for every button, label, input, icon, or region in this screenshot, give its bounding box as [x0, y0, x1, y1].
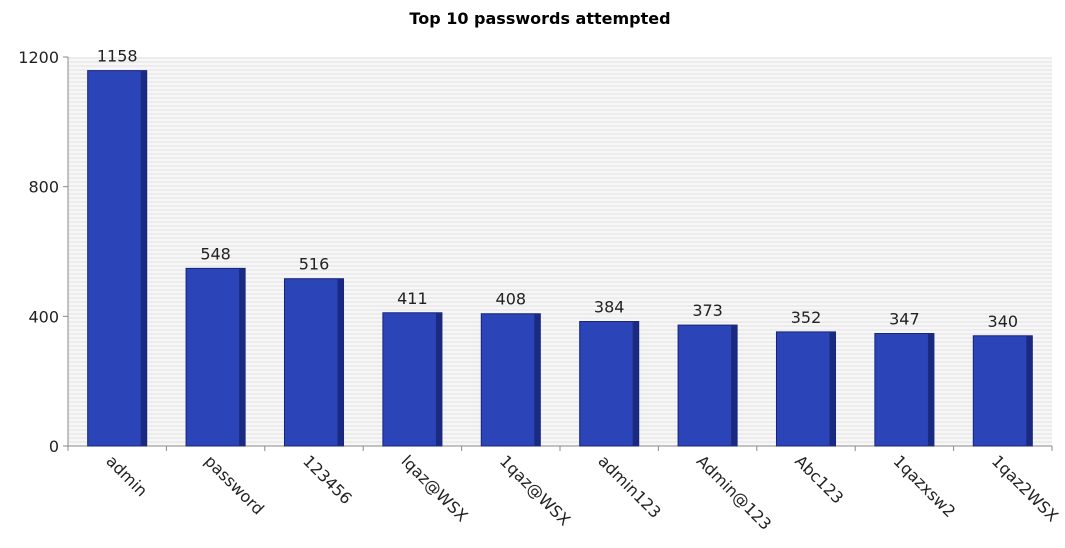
bar-group: 408 [480, 290, 541, 447]
bar-side [435, 312, 442, 446]
bar [283, 278, 345, 447]
bar-group: 340 [972, 312, 1033, 447]
x-tick-label: Abc123 [791, 451, 847, 507]
data-label: 384 [594, 298, 625, 317]
bar [579, 321, 640, 447]
bar-group: 352 [775, 308, 837, 447]
bar-group: 384 [579, 298, 640, 447]
bar-side [239, 268, 246, 446]
bar-group: 347 [874, 310, 935, 447]
data-label: 347 [889, 310, 920, 329]
x-tick-label: Admin@123 [693, 451, 775, 533]
data-label: 408 [496, 290, 527, 309]
data-label: 352 [791, 308, 822, 327]
data-label: 373 [692, 301, 723, 320]
bar [87, 70, 148, 447]
x-tick-label: 1qaz@WSX [496, 451, 574, 529]
bars: 1158 548 516 411 408 384 373 352 347 340 [87, 47, 1033, 447]
y-tick-label: 1200 [18, 48, 59, 67]
y-tick-label: 0 [49, 437, 59, 456]
bar [677, 324, 738, 447]
bar [382, 312, 443, 447]
data-label: 516 [299, 255, 330, 274]
y-tick-label: 800 [28, 178, 59, 197]
data-label: 340 [988, 312, 1019, 331]
chart-title: Top 10 passwords attempted [409, 9, 670, 28]
data-label: 411 [397, 289, 428, 308]
bar [874, 333, 935, 447]
bar-group: 411 [382, 289, 443, 447]
y-axis: 0 400 800 1200 [18, 48, 69, 456]
x-tick-label: password [201, 451, 268, 518]
bar-side [632, 321, 639, 446]
bar-side [534, 313, 541, 446]
x-tick-label: 123456 [299, 451, 356, 508]
bar-side [731, 325, 738, 446]
x-tick-label: admin123 [594, 451, 664, 521]
y-tick-label: 400 [28, 307, 59, 326]
x-tick-label: 1qaz2WSX [988, 451, 1062, 525]
bar [775, 331, 837, 447]
bar-group: 373 [677, 301, 738, 447]
bar [972, 335, 1033, 447]
bar-side [140, 70, 147, 447]
bar-group: 548 [185, 244, 246, 447]
bar-side [829, 331, 836, 446]
x-tick-label: lqaz@WSX [398, 451, 472, 525]
bar-group: 1158 [87, 47, 148, 447]
x-tick-label: 1qazxsw2 [890, 451, 960, 521]
x-tick-label: admin [102, 451, 151, 500]
bar-side [927, 333, 934, 446]
bar-side [1026, 335, 1033, 446]
data-label: 548 [200, 244, 231, 263]
data-label: 1158 [97, 47, 138, 66]
x-axis: admin password 123456 lqaz@WSX 1qaz@WSX admin… [63, 445, 1062, 534]
bar-group: 516 [283, 255, 345, 447]
bar-side [337, 278, 344, 446]
bar [480, 313, 541, 447]
bar [185, 267, 246, 447]
